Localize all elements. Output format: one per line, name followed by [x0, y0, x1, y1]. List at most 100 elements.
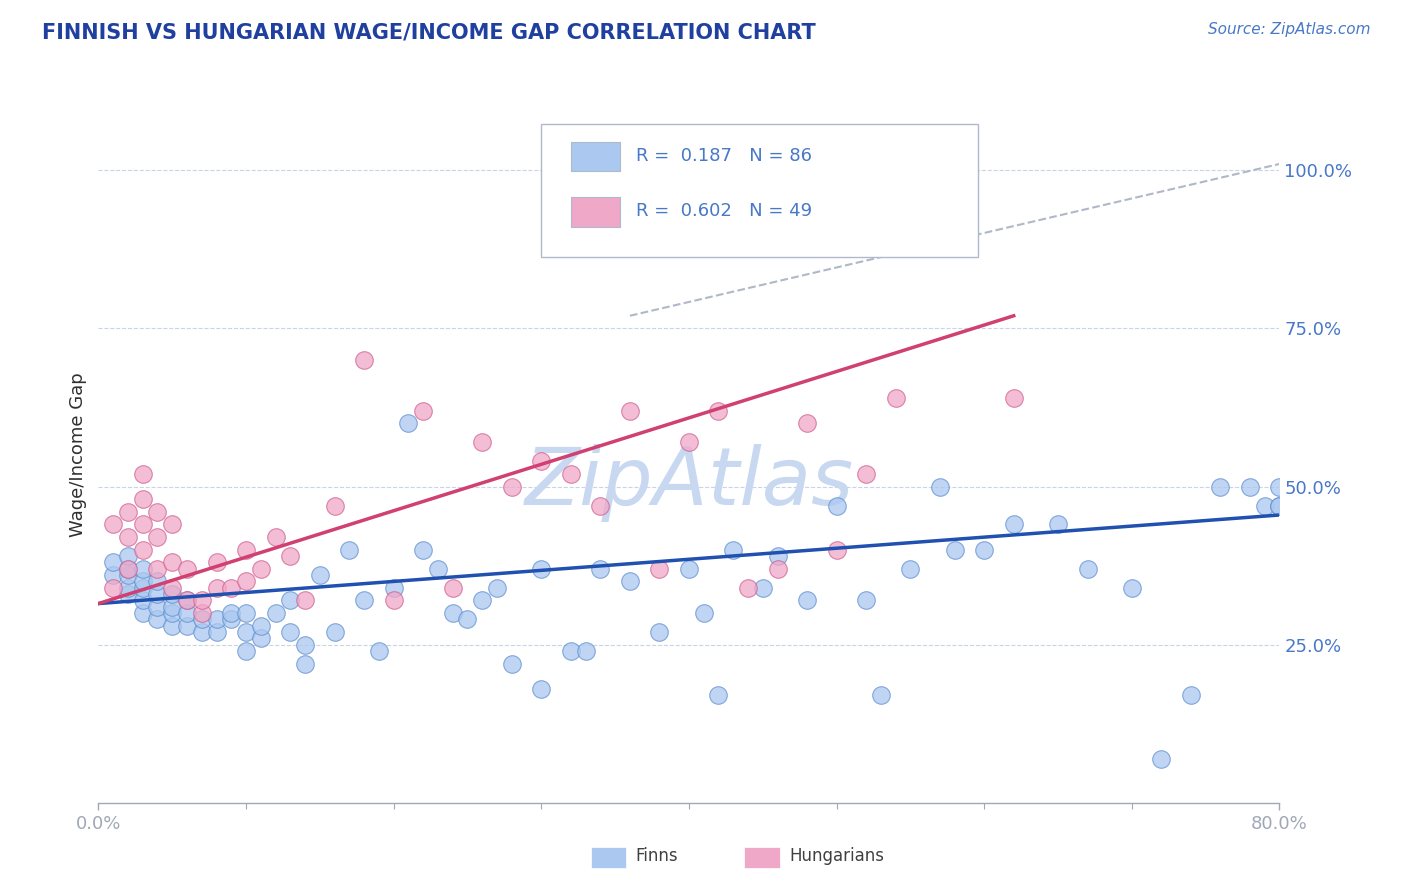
Point [751, 581, 773, 595]
Point [162, 556, 183, 570]
Point [382, 593, 405, 607]
Point [162, 618, 183, 632]
Point [323, 625, 346, 640]
Point [146, 562, 169, 576]
Point [530, 681, 553, 696]
Point [235, 542, 257, 557]
Point [1150, 751, 1173, 765]
Point [219, 612, 242, 626]
Point [900, 562, 922, 576]
Point [264, 530, 287, 544]
Point [928, 479, 950, 493]
Point [294, 657, 316, 671]
Point [146, 574, 169, 589]
Point [530, 454, 553, 468]
Point [191, 593, 214, 607]
Point [825, 499, 848, 513]
Point [278, 549, 302, 563]
Point [353, 353, 375, 368]
Point [117, 581, 139, 595]
Point [707, 403, 730, 417]
Point [1121, 581, 1143, 595]
Point [678, 435, 700, 450]
Point [162, 599, 183, 614]
Point [176, 606, 198, 620]
Point [648, 625, 671, 640]
Point [146, 587, 169, 601]
Point [103, 556, 125, 570]
Point [191, 606, 214, 620]
Point [412, 542, 434, 557]
Point [619, 574, 641, 589]
Text: R =  0.602   N = 49: R = 0.602 N = 49 [636, 202, 811, 220]
Point [589, 562, 612, 576]
Point [1268, 499, 1291, 513]
Point [176, 593, 198, 607]
Point [103, 517, 125, 532]
Point [162, 587, 183, 601]
Point [1002, 517, 1025, 532]
Point [1209, 479, 1232, 493]
Point [693, 606, 716, 620]
Point [648, 562, 671, 576]
Point [884, 391, 907, 405]
Text: ZipAtlas: ZipAtlas [524, 443, 853, 522]
Point [117, 530, 139, 544]
Point [132, 562, 155, 576]
Point [162, 606, 183, 620]
Point [132, 542, 155, 557]
Y-axis label: Wage/Income Gap: Wage/Income Gap [69, 373, 87, 537]
FancyBboxPatch shape [541, 124, 979, 257]
Point [132, 517, 155, 532]
Point [501, 479, 523, 493]
Point [146, 612, 169, 626]
Point [132, 467, 155, 481]
Point [146, 505, 169, 519]
Text: Finns: Finns [636, 847, 679, 865]
Point [146, 530, 169, 544]
Point [1268, 479, 1291, 493]
Point [766, 562, 789, 576]
Point [678, 562, 700, 576]
Point [855, 593, 877, 607]
Point [117, 562, 139, 576]
Point [191, 612, 214, 626]
Point [441, 606, 464, 620]
Point [117, 505, 139, 519]
Point [530, 562, 553, 576]
Point [132, 593, 155, 607]
Point [219, 581, 242, 595]
Point [1268, 499, 1291, 513]
FancyBboxPatch shape [571, 142, 620, 171]
Point [1077, 562, 1099, 576]
Point [205, 556, 228, 570]
Point [294, 593, 316, 607]
Point [855, 467, 877, 481]
Point [235, 574, 257, 589]
Point [973, 542, 995, 557]
Point [205, 625, 228, 640]
Point [766, 549, 789, 563]
Point [721, 542, 744, 557]
Point [117, 549, 139, 563]
FancyBboxPatch shape [571, 197, 620, 227]
Point [176, 593, 198, 607]
Point [337, 542, 360, 557]
Point [235, 606, 257, 620]
Point [132, 581, 155, 595]
Point [412, 403, 434, 417]
Point [574, 644, 596, 658]
Point [323, 499, 346, 513]
Point [501, 657, 523, 671]
Point [560, 644, 582, 658]
Point [132, 606, 155, 620]
Text: Source: ZipAtlas.com: Source: ZipAtlas.com [1208, 22, 1371, 37]
Point [191, 625, 214, 640]
Point [117, 562, 139, 576]
FancyBboxPatch shape [591, 847, 626, 868]
Point [132, 492, 155, 507]
Point [162, 517, 183, 532]
Point [176, 618, 198, 632]
Point [1239, 479, 1261, 493]
FancyBboxPatch shape [744, 847, 780, 868]
